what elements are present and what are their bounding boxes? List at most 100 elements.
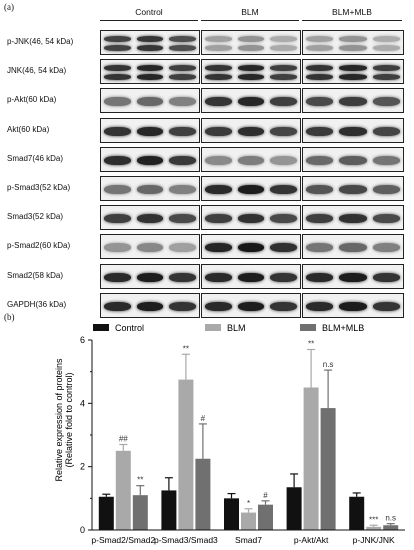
blot-band bbox=[306, 74, 334, 81]
blot-band bbox=[169, 301, 196, 311]
legend-label: BLM bbox=[227, 323, 246, 333]
blot-lane-group bbox=[302, 205, 404, 231]
blot-band bbox=[169, 185, 196, 195]
blot-lane-group bbox=[201, 263, 301, 289]
blot-band bbox=[237, 74, 265, 81]
blot-band bbox=[169, 155, 196, 165]
legend-label: Control bbox=[115, 323, 144, 333]
blot-row-label: Smad3(52 kDa) bbox=[7, 212, 64, 222]
blot-lane-group bbox=[302, 176, 404, 201]
blot-band bbox=[104, 243, 131, 253]
blot-lane-group bbox=[302, 263, 404, 289]
blot-band bbox=[205, 243, 232, 253]
blot-band bbox=[372, 185, 400, 195]
blot-band bbox=[372, 65, 400, 72]
significance-label: * bbox=[247, 499, 250, 508]
blot-band bbox=[205, 272, 232, 282]
blot-band bbox=[339, 65, 367, 72]
blot-band bbox=[237, 272, 265, 282]
blot-band bbox=[205, 185, 232, 195]
blot-band bbox=[136, 74, 164, 81]
group-title-blm: BLM bbox=[241, 7, 259, 17]
group-underline-control bbox=[100, 20, 198, 21]
y-tick-label: 2 bbox=[80, 462, 85, 472]
blot-band bbox=[205, 36, 232, 43]
bar-chart: Control BLM BLM+MLB 0 2 4 6 ## ** ** # * # ** n.s ***… bbox=[54, 323, 405, 545]
blot-band bbox=[270, 97, 297, 107]
blot-band bbox=[306, 301, 334, 311]
blot-band bbox=[205, 97, 232, 107]
significance-label: ## bbox=[119, 435, 128, 444]
blot-band bbox=[205, 74, 232, 81]
blot-band bbox=[306, 272, 334, 282]
blot-band bbox=[205, 155, 232, 165]
blot-lane-group bbox=[201, 234, 301, 260]
bar bbox=[195, 458, 211, 530]
chart-legend: Control BLM BLM+MLB bbox=[93, 323, 364, 333]
blot-band bbox=[339, 36, 367, 43]
blot-band bbox=[104, 74, 131, 81]
significance-label: ** bbox=[183, 344, 189, 353]
y-tick-label: 0 bbox=[80, 525, 85, 535]
group-title-blm-mlb: BLM+MLB bbox=[332, 7, 372, 17]
blot-band bbox=[205, 301, 232, 311]
y-tick-label: 6 bbox=[80, 335, 85, 345]
blot-band bbox=[136, 272, 164, 282]
blot-band bbox=[306, 214, 334, 224]
blot-lane-group bbox=[100, 234, 200, 260]
y-axis-label: Relative expression of proteins bbox=[54, 358, 64, 482]
bar bbox=[132, 495, 148, 530]
blot-row-label: Akt(60 kDa) bbox=[7, 124, 50, 134]
bar bbox=[383, 525, 399, 530]
blot-band bbox=[237, 301, 265, 311]
blot-band bbox=[104, 65, 131, 72]
blot-lane-group bbox=[100, 176, 200, 201]
blot-band bbox=[136, 155, 164, 165]
blot-band bbox=[237, 126, 265, 136]
bar bbox=[258, 504, 273, 530]
blot-band bbox=[339, 214, 367, 224]
blot-lane-group bbox=[100, 59, 200, 85]
blot-band bbox=[306, 65, 334, 72]
blot-lane-group bbox=[201, 30, 301, 55]
blot-band bbox=[270, 185, 297, 195]
blot-band bbox=[270, 74, 297, 81]
blot-band bbox=[339, 74, 367, 81]
blot-band bbox=[104, 301, 131, 311]
blot-band bbox=[306, 243, 334, 253]
bar bbox=[303, 387, 319, 530]
blot-band bbox=[169, 214, 196, 224]
blot-row-label: p-Smad2(60 kDa) bbox=[7, 241, 71, 251]
group-title-control: Control bbox=[135, 7, 163, 17]
blot-band bbox=[237, 243, 265, 253]
blot-lane-group bbox=[302, 234, 404, 260]
blot-band bbox=[372, 36, 400, 43]
bar bbox=[115, 450, 131, 530]
legend-swatch bbox=[300, 324, 316, 331]
blot-band bbox=[169, 45, 196, 52]
blot-band bbox=[339, 272, 367, 282]
blot-band bbox=[136, 185, 164, 195]
blot-lane-group bbox=[201, 292, 301, 318]
panel-b-label: (b) bbox=[4, 312, 15, 322]
blot-band bbox=[306, 36, 334, 43]
blot-band bbox=[372, 45, 400, 52]
blot-band bbox=[169, 36, 196, 43]
significance-label: ** bbox=[137, 476, 143, 485]
bar bbox=[349, 496, 365, 530]
blot-lane-group bbox=[201, 146, 301, 172]
blot-band bbox=[339, 155, 367, 165]
y-axis-sublabel: (Relative fold to control) bbox=[64, 372, 74, 467]
x-tick-label: p-JNK/JNK bbox=[353, 535, 395, 545]
blot-lane-group bbox=[302, 146, 404, 172]
blot-band bbox=[104, 126, 131, 136]
legend-label: BLM+MLB bbox=[322, 323, 364, 333]
blot-band bbox=[339, 243, 367, 253]
blot-band bbox=[136, 36, 164, 43]
blot-band bbox=[270, 243, 297, 253]
blot-band bbox=[104, 214, 131, 224]
blot-lane-group bbox=[100, 292, 200, 318]
bar bbox=[320, 408, 336, 530]
significance-label: n.s bbox=[385, 514, 396, 523]
blot-band bbox=[136, 97, 164, 107]
